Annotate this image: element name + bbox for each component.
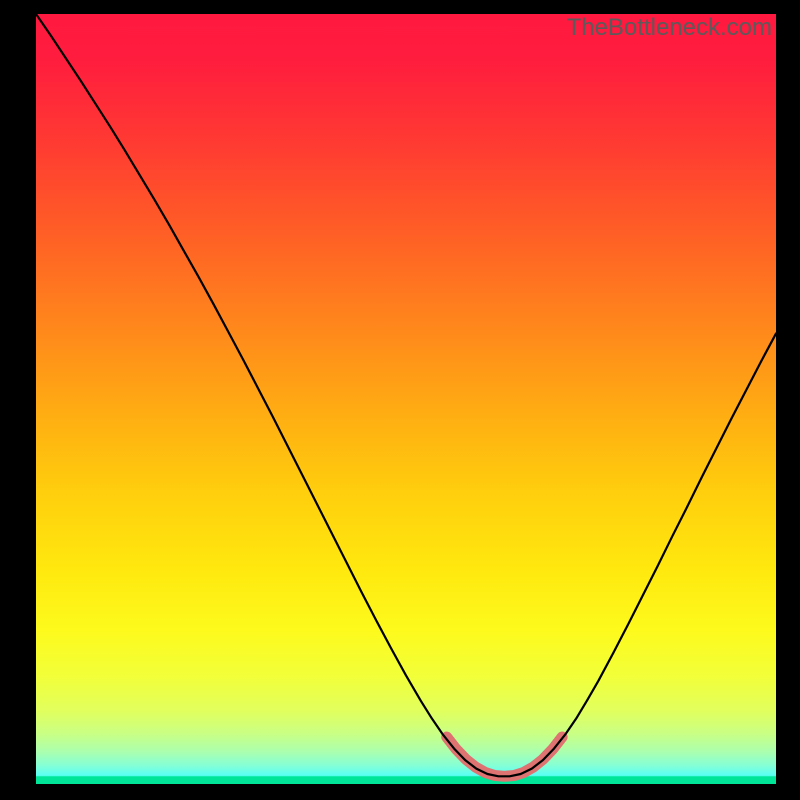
bottleneck-curve-chart <box>0 0 800 800</box>
plot-background <box>36 14 776 784</box>
chart-frame: TheBottleneck.com <box>0 0 800 800</box>
watermark-text: TheBottleneck.com <box>567 14 772 42</box>
bottom-green-band <box>36 776 776 784</box>
